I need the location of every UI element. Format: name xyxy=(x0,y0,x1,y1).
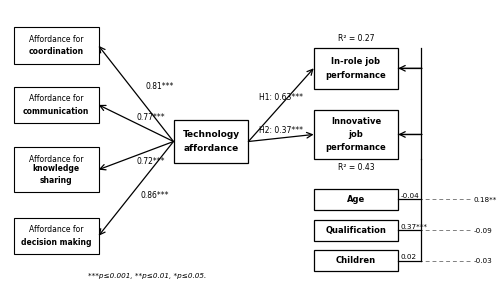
Text: Age: Age xyxy=(347,195,365,204)
FancyBboxPatch shape xyxy=(174,120,248,163)
Text: Affordance for: Affordance for xyxy=(29,225,84,234)
Text: Qualification: Qualification xyxy=(326,226,386,235)
Text: -0.04: -0.04 xyxy=(400,193,419,199)
Text: Innovative: Innovative xyxy=(331,117,381,126)
FancyBboxPatch shape xyxy=(314,110,398,159)
Text: affordance: affordance xyxy=(184,144,238,153)
Text: In-role job: In-role job xyxy=(332,57,380,66)
Text: H2: 0.37***: H2: 0.37*** xyxy=(259,126,303,135)
Text: performance: performance xyxy=(326,71,386,80)
Text: Affordance for: Affordance for xyxy=(29,94,84,103)
Text: 0.81***: 0.81*** xyxy=(146,82,174,91)
Text: job: job xyxy=(348,130,364,139)
Text: Technology: Technology xyxy=(182,130,240,139)
Text: Affordance for: Affordance for xyxy=(29,155,84,164)
Text: 0.86***: 0.86*** xyxy=(141,192,170,200)
Text: 0.37***: 0.37*** xyxy=(400,224,427,230)
Text: 0.72***: 0.72*** xyxy=(136,157,164,166)
FancyBboxPatch shape xyxy=(314,250,398,271)
FancyBboxPatch shape xyxy=(314,48,398,89)
Text: R² = 0.43: R² = 0.43 xyxy=(338,163,374,172)
Text: -0.09: -0.09 xyxy=(474,228,492,234)
Text: 0.18**: 0.18** xyxy=(474,197,498,203)
Text: coordination: coordination xyxy=(28,48,84,56)
Text: 0.77***: 0.77*** xyxy=(136,113,164,122)
Text: H1: 0.63***: H1: 0.63*** xyxy=(259,93,303,102)
FancyBboxPatch shape xyxy=(314,220,398,241)
Text: communication: communication xyxy=(23,107,90,115)
Text: Children: Children xyxy=(336,256,376,265)
FancyBboxPatch shape xyxy=(14,27,98,64)
Text: R² = 0.27: R² = 0.27 xyxy=(338,34,374,43)
FancyBboxPatch shape xyxy=(14,218,98,254)
Text: 0.02: 0.02 xyxy=(400,254,416,260)
Text: decision making: decision making xyxy=(21,237,92,246)
Text: performance: performance xyxy=(326,143,386,152)
Text: knowledge
sharing: knowledge sharing xyxy=(32,164,80,185)
Text: Affordance for: Affordance for xyxy=(29,35,84,44)
FancyBboxPatch shape xyxy=(314,189,398,210)
FancyBboxPatch shape xyxy=(14,147,98,192)
FancyBboxPatch shape xyxy=(14,87,98,123)
Text: ***p≤0.001, **p≤0.01, *p≤0.05.: ***p≤0.001, **p≤0.01, *p≤0.05. xyxy=(88,273,206,280)
Text: -0.03: -0.03 xyxy=(474,258,492,264)
